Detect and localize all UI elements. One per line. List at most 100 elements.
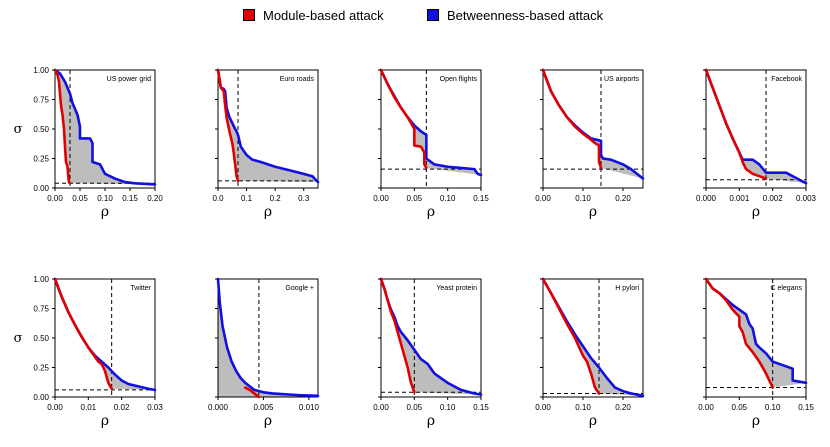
panel-title: US airports (604, 76, 640, 83)
x-tick-label: 0.05 (407, 403, 423, 412)
x-tick-label: 0.2 (270, 194, 282, 203)
x-axis-label: ρ (264, 413, 272, 429)
legend-item-module: Module-based attack (243, 5, 384, 25)
y-tick-label: 1.00 (33, 66, 49, 75)
shaded-gap-area (55, 70, 155, 185)
x-tick-label: 0.003 (796, 194, 817, 203)
series-line-module (704, 68, 768, 180)
x-tick-label: 0.1 (241, 194, 253, 203)
shaded-gap-area (706, 70, 806, 184)
x-tick-label: 0.005 (253, 403, 274, 412)
x-tick-label: 0.10 (575, 194, 591, 203)
chart-panel-8: 0.00 0.05 0.10 0.15 Yeast protein ρ (373, 277, 489, 429)
y-tick-label: 0.25 (33, 155, 49, 164)
y-tick-label: 0.50 (33, 334, 49, 343)
x-tick-label: 0.03 (147, 403, 163, 412)
x-axis-label: ρ (752, 413, 760, 429)
x-axis-label: ρ (264, 204, 272, 220)
chart-panel-3: 0.00 0.05 0.10 0.15 Open flights ρ (373, 68, 489, 220)
y-axis-label: σ (14, 331, 23, 346)
panel-title: Euro roads (280, 76, 315, 83)
shaded-gap-area (55, 279, 155, 390)
shaded-gap-area (381, 70, 481, 176)
series-line-module (379, 68, 428, 170)
x-tick-label: 0.10 (575, 403, 591, 412)
y-tick-label: 0.50 (33, 125, 49, 134)
x-tick-label: 0.15 (798, 403, 814, 412)
x-tick-label: 0.3 (298, 194, 310, 203)
chart-panel-5: 0.000 0.001 0.002 0.003 Facebook ρ (696, 68, 817, 220)
series-line-betweenness (216, 68, 320, 184)
shaded-gap-area (543, 279, 643, 396)
x-tick-label: 0.15 (473, 194, 489, 203)
series-line-module (53, 277, 113, 391)
panel-title: Twitter (130, 285, 151, 292)
panel-title: C elegans (770, 285, 802, 292)
shaded-gap-area (218, 70, 318, 183)
x-tick-label: 0.20 (147, 194, 163, 203)
shaded-gap-area (543, 70, 643, 179)
x-tick-label: 0.01 (81, 403, 97, 412)
x-tick-label: 0.10 (440, 403, 456, 412)
chart-panel-7: 0.000 0.005 0.010 Google + ρ (208, 277, 320, 429)
y-tick-label: 0.00 (33, 184, 49, 193)
x-axis-label: ρ (589, 413, 597, 429)
chart-panel-9: 0.00 0.10 0.20 H pylori ρ (535, 277, 645, 429)
plot-frame (54, 278, 156, 398)
y-tick-label: 0.00 (33, 393, 49, 402)
panel-title: Open flights (440, 76, 478, 83)
x-tick-label: 0.000 (208, 403, 229, 412)
x-tick-label: 0.05 (407, 194, 423, 203)
x-tick-label: 0.002 (763, 194, 784, 203)
panel-title: H pylori (615, 285, 639, 292)
chart-panel-4: 0.00 0.10 0.20 US airports ρ (535, 68, 645, 220)
series-line-betweenness (53, 68, 157, 186)
x-tick-label: 0.20 (615, 194, 631, 203)
x-tick-label: 0.00 (47, 403, 63, 412)
y-tick-label: 0.75 (33, 305, 49, 314)
legend: Module-based attack Betweenness-based at… (0, 5, 830, 25)
series-line-betweenness (379, 68, 483, 177)
x-tick-label: 0.00 (535, 194, 551, 203)
x-tick-label: 0.010 (299, 403, 320, 412)
legend-item-betweenness: Betweenness-based attack (427, 5, 603, 25)
x-tick-label: 0.05 (732, 403, 748, 412)
y-tick-label: 1.00 (33, 275, 49, 284)
x-tick-label: 0.00 (535, 403, 551, 412)
x-tick-label: 0.00 (373, 403, 389, 412)
series-line-betweenness (541, 68, 645, 180)
legend-swatch-module (243, 9, 255, 21)
x-tick-label: 0.00 (698, 403, 714, 412)
x-axis-label: ρ (752, 204, 760, 220)
shaded-gap-area (381, 279, 481, 395)
x-axis-label: ρ (101, 204, 109, 220)
series-line-module (216, 68, 240, 183)
x-tick-label: 0.15 (473, 403, 489, 412)
x-axis-label: ρ (589, 204, 597, 220)
x-tick-label: 0.00 (373, 194, 389, 203)
x-axis-label: ρ (427, 413, 435, 429)
x-tick-label: 0.15 (122, 194, 138, 203)
y-axis-label: σ (14, 122, 23, 137)
x-tick-label: 0.10 (97, 194, 113, 203)
chart-panel-10: 0.00 0.05 0.10 0.15 C elegans ρ (698, 277, 814, 429)
x-tick-label: 0.10 (765, 403, 781, 412)
y-tick-label: 0.75 (33, 96, 49, 105)
legend-swatch-betweenness (427, 9, 439, 21)
x-tick-label: 0.000 (696, 194, 717, 203)
series-line-module (379, 277, 416, 394)
x-tick-label: 0.05 (72, 194, 88, 203)
chart-panel-2: 0.0 0.1 0.2 0.3 Euro roads ρ (212, 68, 320, 220)
x-axis-label: ρ (101, 413, 109, 429)
series-line-betweenness (216, 277, 320, 398)
x-tick-label: 0.20 (615, 403, 631, 412)
shaded-gap-area (218, 279, 318, 397)
x-tick-label: 0.0 (212, 194, 224, 203)
x-tick-label: 0.02 (114, 403, 130, 412)
series-line-module (53, 68, 72, 185)
panel-title: Facebook (771, 76, 802, 83)
chart-panel-1: 0.00 0.05 0.10 0.15 0.20 0.00 0.25 0.50 0.75 1.00… (14, 66, 164, 220)
series-line-module (541, 277, 601, 395)
chart-panel-6: 0.00 0.01 0.02 0.03 0.00 0.25 0.50 0.75 1.00 Twit… (14, 275, 164, 429)
